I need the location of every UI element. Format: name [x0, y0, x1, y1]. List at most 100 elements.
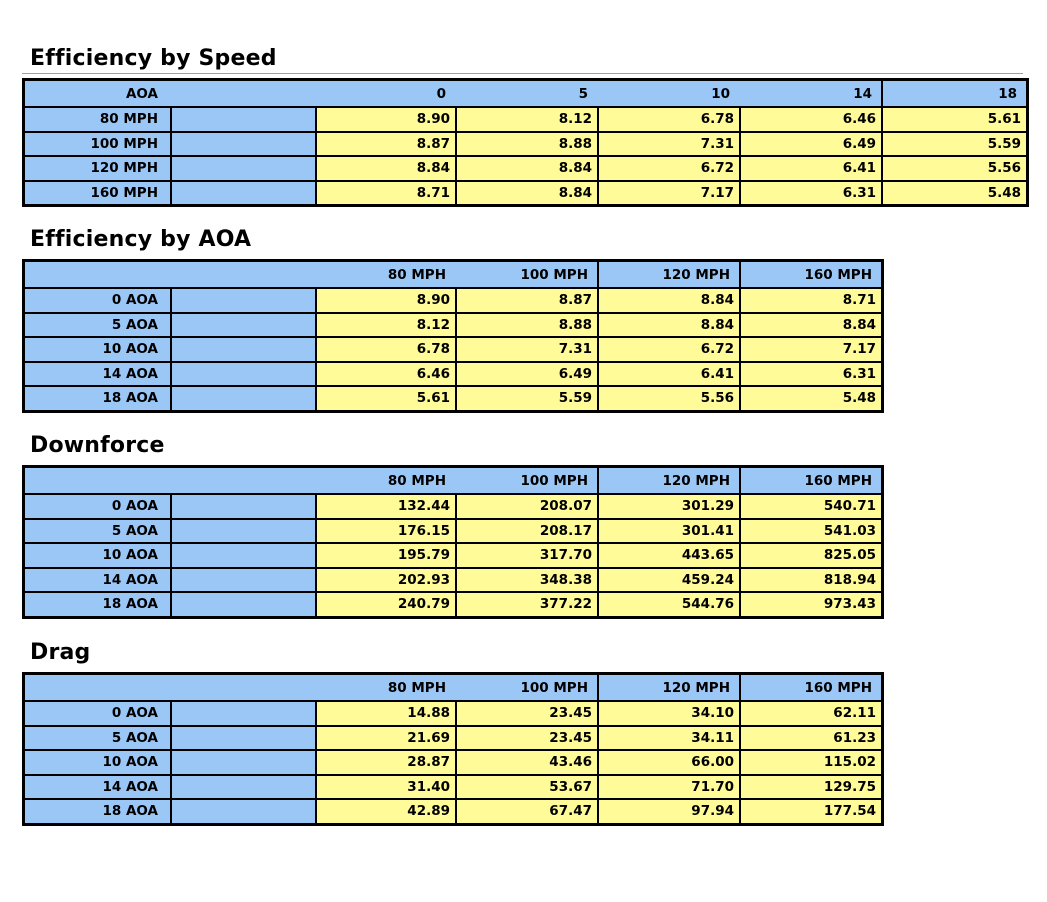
- column-header-cell[interactable]: 5: [455, 81, 597, 106]
- value-cell[interactable]: 8.90: [315, 287, 455, 312]
- row-label-cell[interactable]: 160 MPH: [25, 179, 170, 204]
- value-cell[interactable]: 5.59: [455, 385, 597, 410]
- spacer-cell[interactable]: [170, 700, 315, 725]
- spacer-cell[interactable]: [170, 798, 315, 823]
- value-cell[interactable]: 129.75: [739, 773, 881, 798]
- value-cell[interactable]: 34.10: [597, 700, 739, 725]
- row-label-cell[interactable]: 5 AOA: [25, 517, 170, 542]
- column-header-cell[interactable]: 80 MPH: [315, 262, 455, 287]
- value-cell[interactable]: 825.05: [739, 542, 881, 567]
- value-cell[interactable]: 6.31: [739, 360, 881, 385]
- spacer-cell[interactable]: [170, 566, 315, 591]
- row-label-cell[interactable]: 14 AOA: [25, 360, 170, 385]
- column-header-cell[interactable]: 160 MPH: [739, 468, 881, 493]
- value-cell[interactable]: 202.93: [315, 566, 455, 591]
- column-header-cell[interactable]: 10: [597, 81, 739, 106]
- value-cell[interactable]: 14.88: [315, 700, 455, 725]
- value-cell[interactable]: 6.78: [315, 336, 455, 361]
- value-cell[interactable]: 7.31: [597, 130, 739, 155]
- row-label-cell[interactable]: 0 AOA: [25, 700, 170, 725]
- value-cell[interactable]: 8.87: [315, 130, 455, 155]
- value-cell[interactable]: 97.94: [597, 798, 739, 823]
- column-header-cell[interactable]: 120 MPH: [597, 675, 739, 700]
- value-cell[interactable]: 301.41: [597, 517, 739, 542]
- value-cell[interactable]: 28.87: [315, 749, 455, 774]
- header-spacer-cell[interactable]: [170, 675, 315, 700]
- value-cell[interactable]: 544.76: [597, 591, 739, 616]
- value-cell[interactable]: 6.46: [739, 106, 881, 131]
- value-cell[interactable]: 818.94: [739, 566, 881, 591]
- value-cell[interactable]: 7.17: [739, 336, 881, 361]
- column-header-cell[interactable]: 100 MPH: [455, 262, 597, 287]
- row-label-cell[interactable]: 0 AOA: [25, 287, 170, 312]
- value-cell[interactable]: 132.44: [315, 493, 455, 518]
- row-label-cell[interactable]: 5 AOA: [25, 724, 170, 749]
- value-cell[interactable]: 6.78: [597, 106, 739, 131]
- value-cell[interactable]: 177.54: [739, 798, 881, 823]
- row-label-cell[interactable]: 80 MPH: [25, 106, 170, 131]
- value-cell[interactable]: 6.49: [455, 360, 597, 385]
- row-label-cell[interactable]: 10 AOA: [25, 749, 170, 774]
- header-spacer-cell[interactable]: [25, 675, 170, 700]
- value-cell[interactable]: 8.84: [739, 311, 881, 336]
- spacer-cell[interactable]: [170, 773, 315, 798]
- value-cell[interactable]: 8.71: [739, 287, 881, 312]
- value-cell[interactable]: 8.87: [455, 287, 597, 312]
- value-cell[interactable]: 8.12: [455, 106, 597, 131]
- value-cell[interactable]: 377.22: [455, 591, 597, 616]
- value-cell[interactable]: 195.79: [315, 542, 455, 567]
- value-cell[interactable]: 6.41: [597, 360, 739, 385]
- value-cell[interactable]: 23.45: [455, 724, 597, 749]
- value-cell[interactable]: 6.72: [597, 155, 739, 180]
- value-cell[interactable]: 6.46: [315, 360, 455, 385]
- column-header-cell[interactable]: 160 MPH: [739, 262, 881, 287]
- row-label-cell[interactable]: 100 MPH: [25, 130, 170, 155]
- spacer-cell[interactable]: [170, 360, 315, 385]
- column-header-cell[interactable]: 0: [315, 81, 455, 106]
- value-cell[interactable]: 5.48: [881, 179, 1026, 204]
- value-cell[interactable]: 71.70: [597, 773, 739, 798]
- value-cell[interactable]: 8.88: [455, 311, 597, 336]
- spacer-cell[interactable]: [170, 179, 315, 204]
- value-cell[interactable]: 31.40: [315, 773, 455, 798]
- spacer-cell[interactable]: [170, 336, 315, 361]
- value-cell[interactable]: 8.84: [455, 179, 597, 204]
- value-cell[interactable]: 8.84: [315, 155, 455, 180]
- value-cell[interactable]: 23.45: [455, 700, 597, 725]
- row-label-cell[interactable]: 14 AOA: [25, 566, 170, 591]
- header-spacer-cell[interactable]: [25, 262, 170, 287]
- column-header-cell[interactable]: 80 MPH: [315, 468, 455, 493]
- value-cell[interactable]: 459.24: [597, 566, 739, 591]
- header-spacer-cell[interactable]: [170, 262, 315, 287]
- value-cell[interactable]: 8.71: [315, 179, 455, 204]
- value-cell[interactable]: 43.46: [455, 749, 597, 774]
- value-cell[interactable]: 67.47: [455, 798, 597, 823]
- value-cell[interactable]: 62.11: [739, 700, 881, 725]
- value-cell[interactable]: 317.70: [455, 542, 597, 567]
- spacer-cell[interactable]: [170, 591, 315, 616]
- value-cell[interactable]: 540.71: [739, 493, 881, 518]
- value-cell[interactable]: 208.17: [455, 517, 597, 542]
- value-cell[interactable]: 66.00: [597, 749, 739, 774]
- spacer-cell[interactable]: [170, 749, 315, 774]
- value-cell[interactable]: 240.79: [315, 591, 455, 616]
- value-cell[interactable]: 5.56: [881, 155, 1026, 180]
- column-header-cell[interactable]: AOA: [25, 81, 170, 106]
- row-label-cell[interactable]: 18 AOA: [25, 385, 170, 410]
- row-label-cell[interactable]: 18 AOA: [25, 798, 170, 823]
- column-header-cell[interactable]: 80 MPH: [315, 675, 455, 700]
- spacer-cell[interactable]: [170, 155, 315, 180]
- row-label-cell[interactable]: 0 AOA: [25, 493, 170, 518]
- value-cell[interactable]: 7.31: [455, 336, 597, 361]
- value-cell[interactable]: 53.67: [455, 773, 597, 798]
- value-cell[interactable]: 301.29: [597, 493, 739, 518]
- spacer-cell[interactable]: [170, 724, 315, 749]
- value-cell[interactable]: 8.90: [315, 106, 455, 131]
- spacer-cell[interactable]: [170, 311, 315, 336]
- row-label-cell[interactable]: 14 AOA: [25, 773, 170, 798]
- value-cell[interactable]: 5.56: [597, 385, 739, 410]
- column-header-cell[interactable]: 160 MPH: [739, 675, 881, 700]
- row-label-cell[interactable]: 120 MPH: [25, 155, 170, 180]
- value-cell[interactable]: 115.02: [739, 749, 881, 774]
- value-cell[interactable]: 443.65: [597, 542, 739, 567]
